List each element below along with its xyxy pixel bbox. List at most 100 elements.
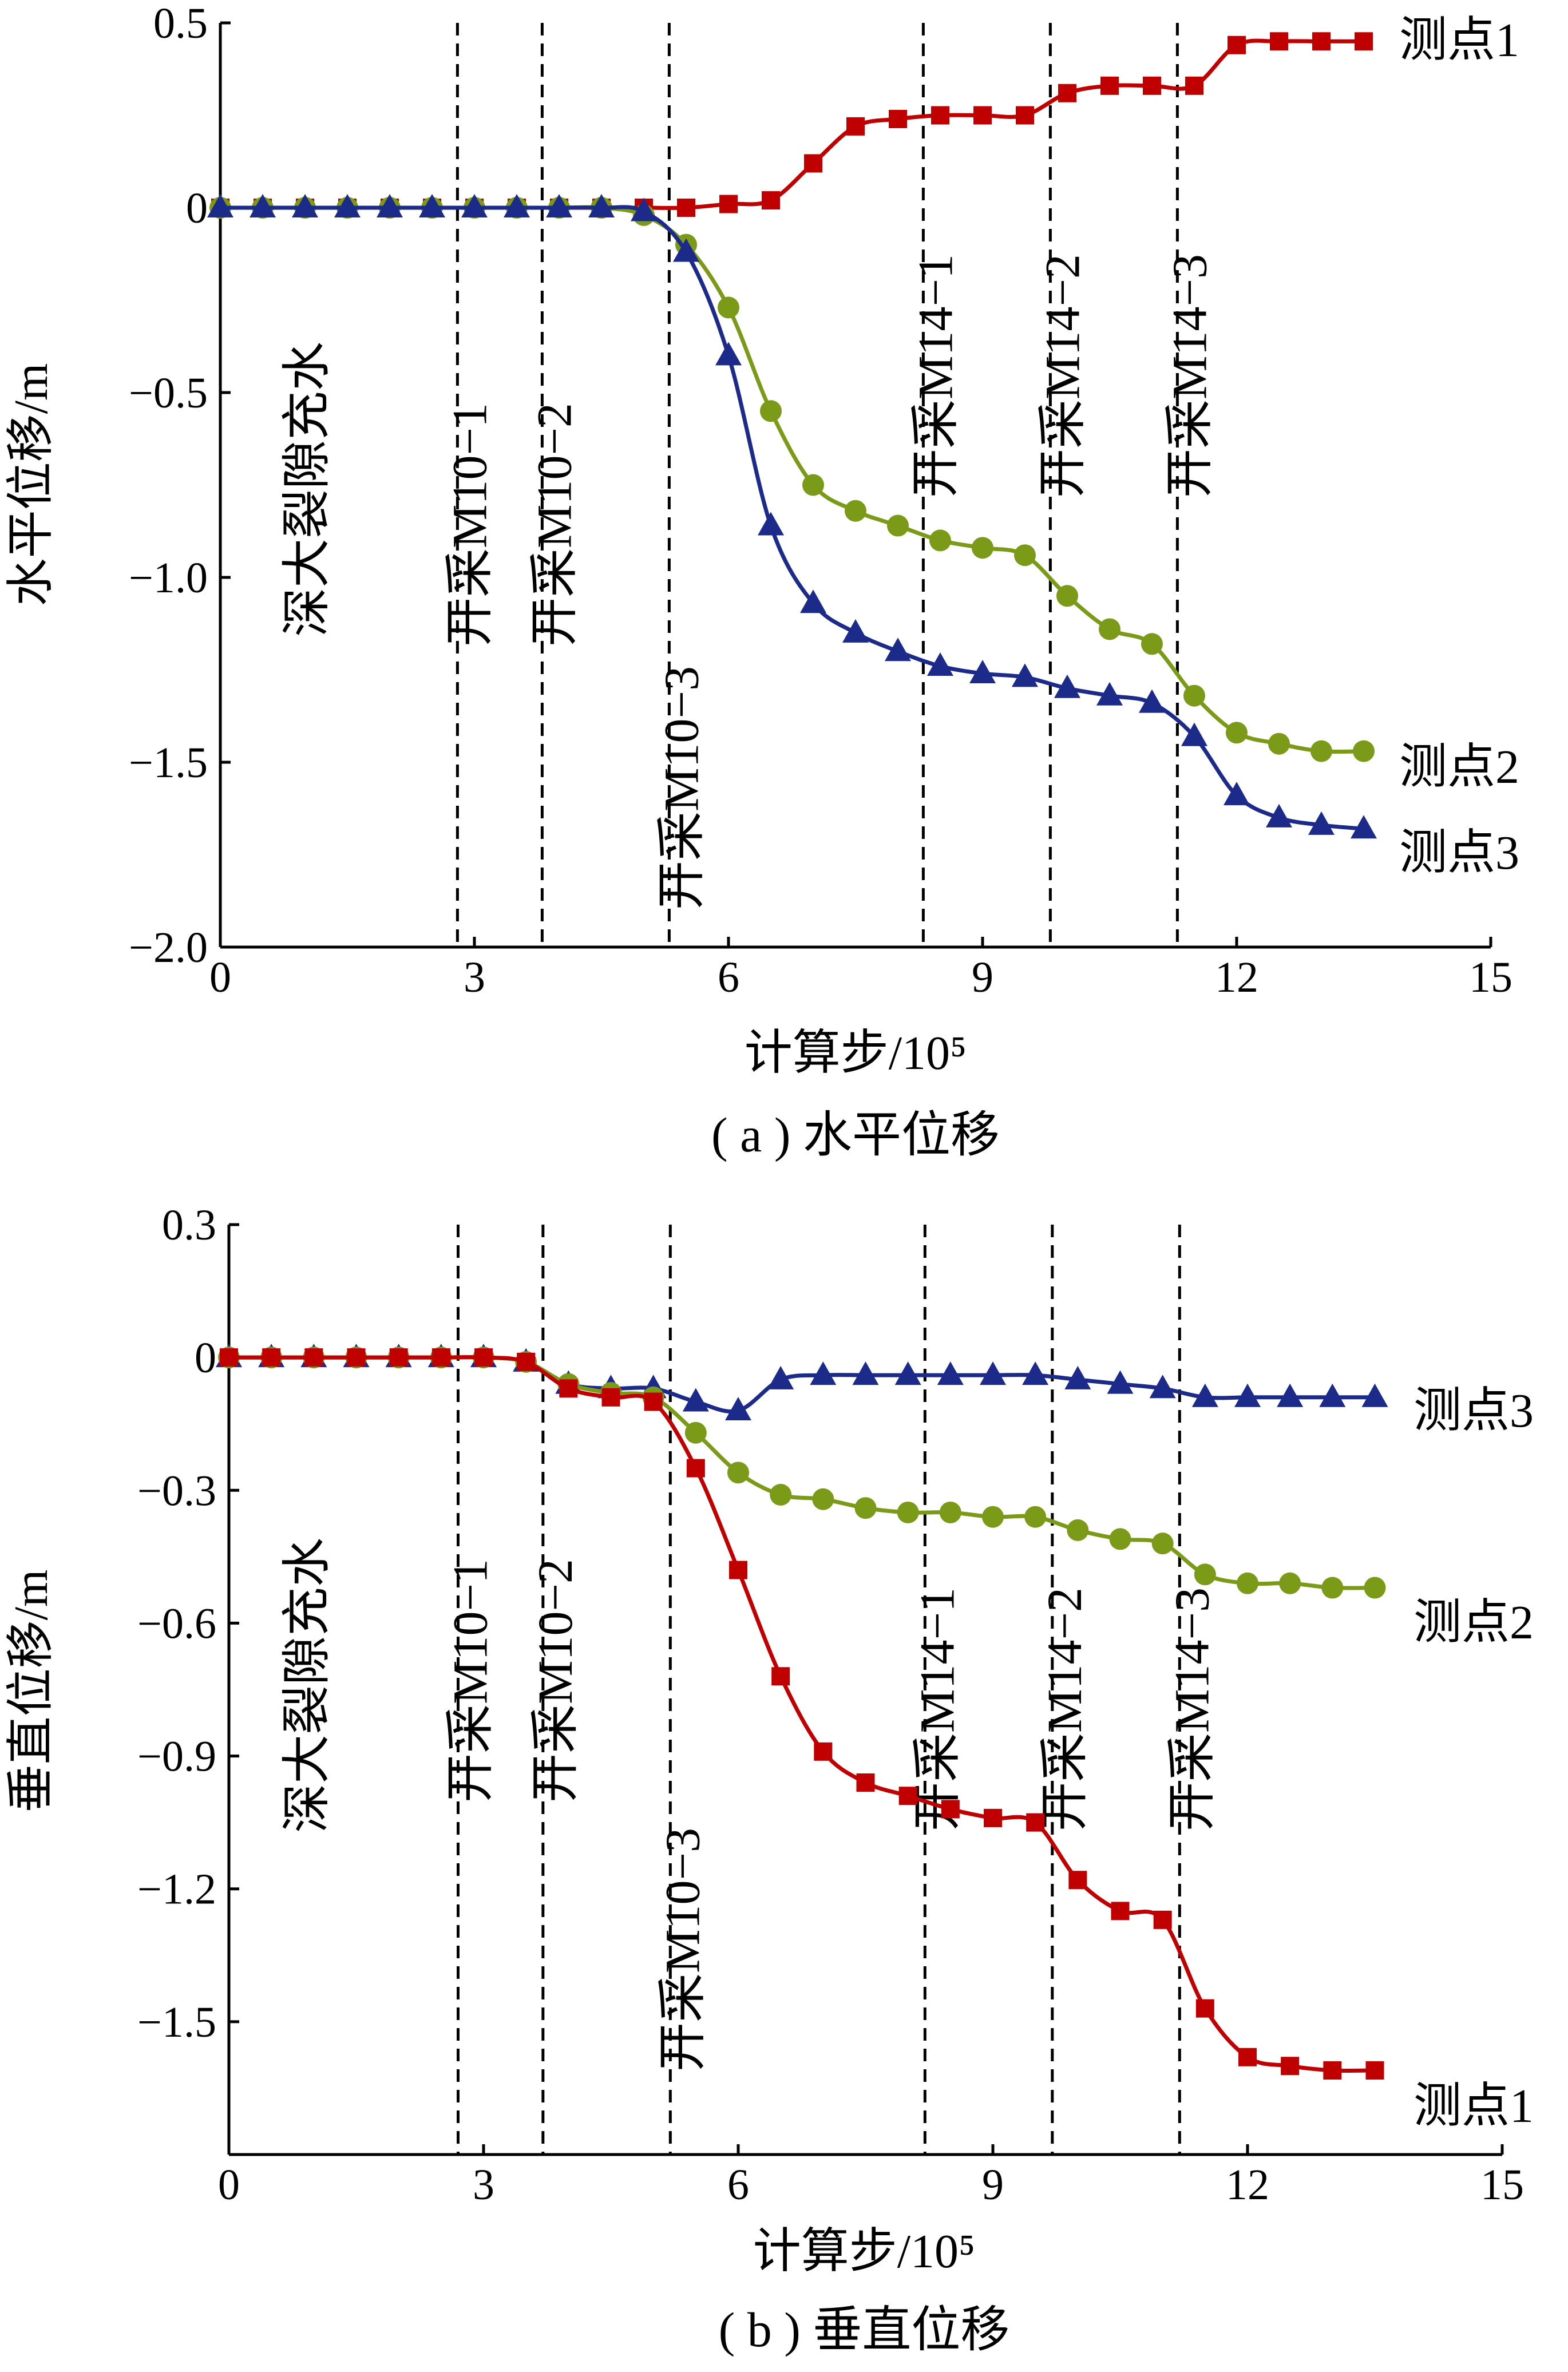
x-tick-label: 3 — [464, 953, 485, 1001]
series-label: 测点1 — [1399, 14, 1519, 67]
data-point-triangle — [852, 1361, 879, 1385]
data-point-square — [220, 1348, 238, 1367]
data-point-triangle — [1361, 1383, 1388, 1407]
phase-label: 开采M14−3 — [1162, 254, 1217, 498]
data-point-circle — [1056, 585, 1078, 607]
data-point-triangle — [377, 194, 403, 217]
data-point-square — [1228, 35, 1246, 54]
data-point-square — [1026, 1813, 1045, 1832]
data-point-square — [771, 1667, 790, 1686]
data-point-triangle — [1064, 1365, 1091, 1389]
data-point-circle — [972, 537, 993, 559]
y-tick-label: 0.5 — [153, 0, 208, 47]
data-point-square — [1153, 1910, 1172, 1929]
x-tick-label: 0 — [218, 2161, 240, 2209]
data-point-triangle — [1266, 803, 1292, 827]
x-axis-title-a: 计算步/10⁵ — [745, 1027, 967, 1080]
data-point-square — [677, 199, 695, 217]
caption-a: ( a ) 水平位移 — [711, 1107, 1000, 1162]
data-point-circle — [939, 1501, 961, 1523]
data-point-triangle — [250, 194, 276, 217]
data-point-square — [389, 1348, 408, 1367]
data-point-triangle — [419, 194, 445, 217]
data-point-triangle — [631, 197, 657, 221]
data-point-circle — [1151, 1533, 1174, 1555]
data-point-circle — [1183, 684, 1205, 707]
data-point-square — [931, 106, 949, 125]
data-point-triangle — [1139, 689, 1165, 713]
data-point-square — [973, 106, 992, 125]
data-point-circle — [1194, 1563, 1216, 1586]
data-point-circle — [1099, 618, 1120, 640]
data-point-circle — [1226, 722, 1248, 744]
data-point-triangle — [1054, 674, 1080, 698]
data-point-square — [1238, 2048, 1257, 2066]
phase-label: 开采M14−2 — [1037, 1587, 1092, 1831]
y-axis-title-a: 水平位移/m — [5, 363, 58, 607]
y-tick-label: −1.5 — [129, 739, 208, 787]
phase-label: 开采M10−1 — [443, 1559, 498, 1803]
data-point-circle — [1014, 544, 1036, 567]
chart-panel-a: 深大裂隙充水 开采M10−1 开采M10−2 开采M10−3 开采M14−1 开采M14−… — [5, 0, 1519, 1162]
chart-panel-b: 深大裂隙充水 开采M10−1 开采M10−2 开采M10−3 开采M14−1 开采M14−… — [5, 1201, 1534, 2357]
data-point-triangle — [1022, 1361, 1049, 1385]
phase-label: 开采M14−1 — [908, 254, 963, 498]
data-point-square — [1068, 1871, 1087, 1890]
data-point-circle — [1321, 1577, 1344, 1599]
x-tick-label: 9 — [972, 953, 993, 1001]
data-point-circle — [929, 529, 951, 552]
data-point-circle — [845, 500, 866, 522]
phase-label: 开采M10−3 — [655, 1828, 710, 2072]
series-label: 测点3 — [1413, 1384, 1534, 1438]
x-axis-title-b: 计算步/10⁵ — [753, 2225, 976, 2278]
data-point-triangle — [842, 619, 869, 643]
data-point-square — [898, 1787, 917, 1805]
data-point-triangle — [1012, 663, 1038, 687]
x-tick-label: 0 — [209, 953, 231, 1001]
data-point-triangle — [292, 194, 318, 217]
data-point-square — [846, 117, 865, 136]
data-point-square — [474, 1348, 493, 1367]
data-point-square — [1355, 32, 1373, 51]
data-point-circle — [1237, 1572, 1258, 1594]
data-point-square — [1281, 2057, 1300, 2076]
data-point-square — [1111, 1902, 1130, 1920]
phase-lines-a: 深大裂隙充水 开采M10−1 开采M10−2 开采M10−3 开采M14−1 开采M14−… — [279, 23, 1217, 947]
data-point-circle — [802, 474, 824, 496]
data-point-triangle — [673, 238, 699, 262]
data-point-triangle — [885, 637, 911, 662]
data-point-triangle — [800, 589, 826, 613]
phase-label: 开采M14−2 — [1035, 254, 1090, 498]
data-point-triangle — [207, 194, 233, 217]
y-tick-label: −1.2 — [137, 1866, 216, 1914]
data-point-square — [1058, 84, 1076, 102]
y-tick-label: −1.5 — [137, 1998, 216, 2046]
phase-label: 开采M10−3 — [654, 666, 708, 910]
data-point-triangle — [1096, 682, 1123, 706]
phase-label: 深大裂隙充水 — [279, 1538, 334, 1833]
data-point-circle — [1024, 1506, 1047, 1528]
data-point-circle — [1364, 1577, 1386, 1599]
x-tick-label: 12 — [1215, 953, 1258, 1001]
phase-lines-b: 深大裂隙充水 开采M10−1 开采M10−2 开采M10−3 开采M14−1 开采M14−… — [279, 1225, 1219, 2155]
data-point-triangle — [1107, 1370, 1134, 1394]
phase-label: 开采M10−2 — [526, 403, 581, 647]
data-point-triangle — [980, 1361, 1006, 1385]
x-tick-label: 12 — [1226, 2161, 1269, 2209]
y-tick-label: 0 — [195, 1334, 216, 1382]
data-point-square — [1185, 76, 1203, 95]
data-point-triangle — [1149, 1375, 1176, 1399]
data-point-circle — [1109, 1528, 1131, 1550]
data-point-circle — [982, 1506, 1004, 1528]
data-point-circle — [770, 1484, 792, 1506]
series-label: 测点2 — [1399, 740, 1519, 794]
axis-ticks-a: 0 3 6 9 12 15 0.5 0 −0.5 −1.0 −1.5 −2.0 — [129, 0, 1512, 1001]
phase-label: 开采M10−1 — [442, 403, 497, 647]
data-point-square — [984, 1808, 1002, 1827]
data-point-circle — [684, 1421, 707, 1444]
y-axis-title-b: 垂直位移/m — [5, 1570, 58, 1813]
data-point-square — [1270, 32, 1288, 51]
caption-b: ( b ) 垂直位移 — [719, 2302, 1010, 2357]
y-tick-label: −0.5 — [129, 369, 208, 417]
data-point-triangle — [504, 194, 530, 217]
